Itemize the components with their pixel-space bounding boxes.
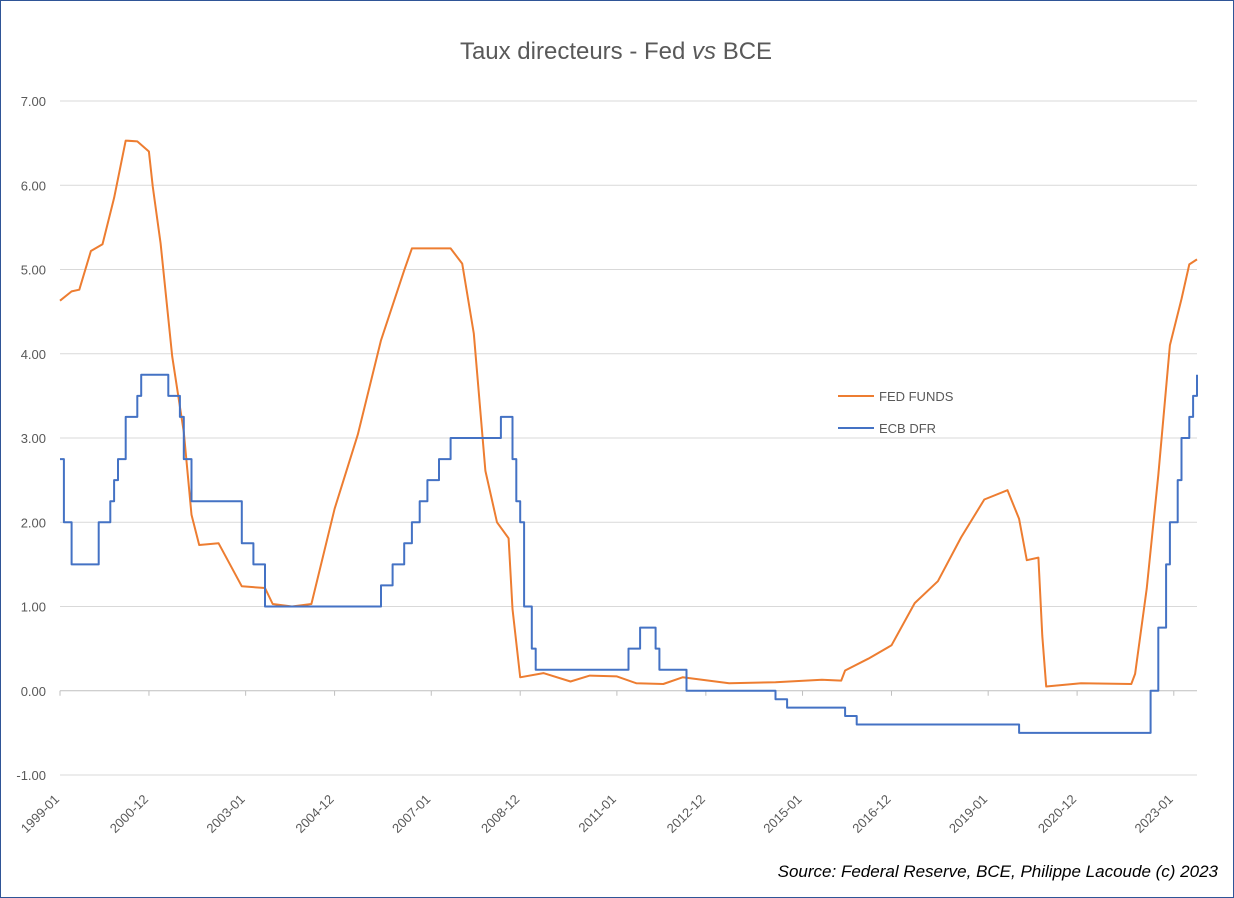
x-tick-label: 2007-01 [389,792,433,836]
y-tick-label: 2.00 [21,515,46,530]
chart-title-prefix: Taux directeurs - Fed [459,38,693,65]
x-tick-label: 2023-01 [1132,792,1176,836]
x-tick-label: 2004-12 [292,792,336,836]
y-tick-label: 3.00 [21,431,46,446]
chart-title-suffix: BCE [716,38,773,65]
y-tick-label: 0.00 [21,684,46,699]
source-note: Source: Federal Reserve, BCE, Philippe L… [777,862,1218,881]
chart-title: Taux directeurs - Fed vs BCE [0,38,1232,66]
x-tick-label: 2000-12 [107,792,151,836]
y-tick-label: 1.00 [21,600,46,615]
x-tick-label: 1999-01 [18,792,62,836]
x-tick-label: 2008-12 [478,792,522,836]
series-line-ecb-dfr [60,373,1198,734]
x-tick-label: 2011-01 [575,792,619,836]
x-tick-label: 2015-01 [760,792,804,836]
x-tick-label: 2016-12 [849,792,893,836]
legend-label: FED FUNDS [879,389,954,404]
x-tick-label: 2019-01 [946,792,990,836]
x-tick-label: 2020-12 [1035,792,1079,836]
y-tick-label: 6.00 [21,178,46,193]
y-tick-label: 4.00 [21,347,46,362]
y-tick-label: 7.00 [21,94,46,109]
y-tick-label: 5.00 [21,263,46,278]
legend-label: ECB DFR [879,421,936,436]
series-line-fed-funds [59,139,1198,688]
x-tick-label: 2003-01 [203,792,247,836]
chart-title-italic: vs [692,38,717,65]
x-tick-label: 2012-12 [664,792,708,836]
y-tick-label: -1.00 [16,768,46,783]
